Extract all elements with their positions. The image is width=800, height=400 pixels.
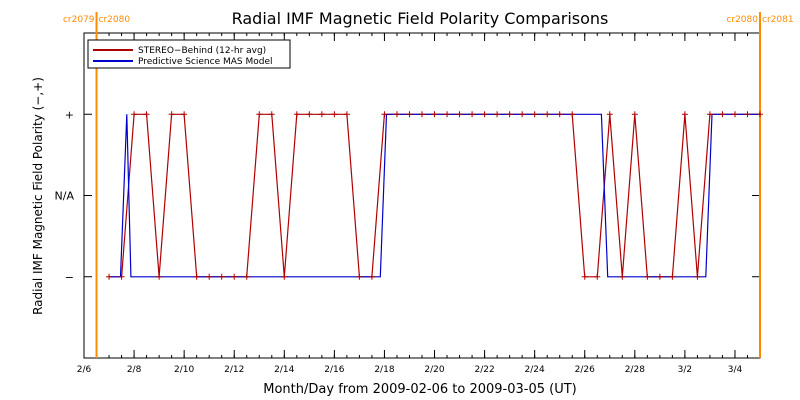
series-0-point-14 bbox=[281, 273, 288, 280]
legend-entry-0: STEREO−Behind (12-hr avg) bbox=[138, 46, 266, 56]
series-0-point-32 bbox=[506, 111, 513, 118]
series-0-point-1 bbox=[118, 273, 125, 280]
series-0-point-11 bbox=[243, 273, 250, 280]
x-tick-label: 3/2 bbox=[678, 365, 692, 375]
x-tick-label: 2/14 bbox=[274, 365, 294, 375]
x-tick-label: 2/12 bbox=[224, 365, 244, 375]
chart-title: Radial IMF Magnetic Field Polarity Compa… bbox=[232, 9, 609, 28]
series-0-point-48 bbox=[706, 111, 713, 118]
series-0-point-47 bbox=[694, 273, 701, 280]
legend-entry-1: Predictive Science MAS Model bbox=[138, 57, 273, 67]
plot-frame bbox=[83, 32, 761, 359]
series-0-point-8 bbox=[206, 273, 213, 280]
series-0-point-17 bbox=[318, 111, 325, 118]
series-0-point-45 bbox=[669, 273, 676, 280]
series-0-point-51 bbox=[744, 111, 751, 118]
x-tick-label: 3/4 bbox=[728, 365, 743, 375]
x-tick-label: 2/8 bbox=[127, 365, 142, 375]
series-0-point-46 bbox=[681, 111, 688, 118]
series-0-point-26 bbox=[431, 111, 438, 118]
series-0-point-10 bbox=[231, 273, 238, 280]
x-tick-label: 2/22 bbox=[474, 365, 494, 375]
x-axis-label: Month/Day from 2009-02-06 to 2009-03-05 … bbox=[263, 382, 576, 397]
series-0-point-34 bbox=[531, 111, 538, 118]
y-axis-label: Radial IMF Magnetic Field Polarity (−,+) bbox=[31, 77, 45, 315]
x-tick-label: 2/20 bbox=[424, 365, 444, 375]
series-0-point-23 bbox=[393, 111, 400, 118]
series-0-point-49 bbox=[719, 111, 726, 118]
series-0-point-9 bbox=[218, 273, 225, 280]
x-tick-label: 2/10 bbox=[174, 365, 194, 375]
series-0-point-44 bbox=[656, 273, 663, 280]
x-tick-label: 2/6 bbox=[77, 365, 92, 375]
series-0-point-28 bbox=[456, 111, 463, 118]
series-0-point-37 bbox=[569, 111, 576, 118]
series-0-point-16 bbox=[306, 111, 313, 118]
x-tick-label: 2/24 bbox=[525, 365, 545, 375]
series-0-point-52 bbox=[757, 111, 763, 118]
series-0-point-4 bbox=[156, 273, 163, 280]
series-0-point-40 bbox=[606, 111, 613, 118]
series-0-point-0 bbox=[106, 273, 113, 280]
series-0-point-27 bbox=[444, 111, 451, 118]
series-0-point-30 bbox=[481, 111, 488, 118]
series-0-point-18 bbox=[331, 111, 338, 118]
legend-box bbox=[87, 39, 291, 69]
series-0-point-31 bbox=[494, 111, 501, 118]
series-0-point-29 bbox=[469, 111, 476, 118]
series-0-point-19 bbox=[343, 111, 350, 118]
carrington-label-right-1: cr2081 bbox=[762, 15, 794, 25]
series-line-0 bbox=[109, 113, 760, 278]
carrington-label-left-0: cr2079 bbox=[63, 15, 95, 25]
series-0-point-25 bbox=[419, 111, 425, 118]
series-0-point-2 bbox=[131, 111, 138, 118]
x-tick-label: 2/16 bbox=[324, 365, 344, 375]
carrington-label-right-0: cr2080 bbox=[99, 15, 131, 25]
series-0-point-13 bbox=[268, 111, 275, 118]
series-0-point-5 bbox=[168, 111, 175, 118]
series-0-point-35 bbox=[544, 111, 551, 118]
x-tick-label: 2/18 bbox=[374, 365, 394, 375]
series-0-point-6 bbox=[181, 111, 188, 118]
series-0-point-3 bbox=[143, 111, 150, 118]
x-tick-label: 2/26 bbox=[575, 365, 595, 375]
x-tick-label: 2/28 bbox=[625, 365, 645, 375]
series-0-point-33 bbox=[519, 111, 526, 118]
series-0-point-15 bbox=[293, 111, 300, 118]
y-tick-label: + bbox=[65, 108, 74, 121]
series-0-point-12 bbox=[256, 111, 263, 118]
series-0-point-7 bbox=[193, 273, 200, 280]
series-line-1 bbox=[109, 113, 760, 278]
series-0-point-24 bbox=[406, 111, 413, 118]
series-0-point-36 bbox=[556, 111, 563, 118]
series-0-point-42 bbox=[631, 111, 638, 118]
carrington-label-left-1: cr2080 bbox=[726, 15, 758, 25]
series-0-point-21 bbox=[368, 273, 375, 280]
series-0-point-43 bbox=[644, 273, 651, 280]
series-0-point-41 bbox=[619, 273, 626, 280]
series-0-point-50 bbox=[731, 111, 738, 118]
series-0-point-39 bbox=[594, 273, 601, 280]
series-0-point-38 bbox=[581, 273, 588, 280]
legend: STEREO−Behind (12-hr avg)Predictive Scie… bbox=[87, 39, 291, 69]
y-tick-label: N/A bbox=[55, 190, 75, 203]
series-0-point-20 bbox=[356, 273, 363, 280]
series-0-point-22 bbox=[381, 111, 388, 118]
y-tick-label: − bbox=[65, 271, 74, 284]
